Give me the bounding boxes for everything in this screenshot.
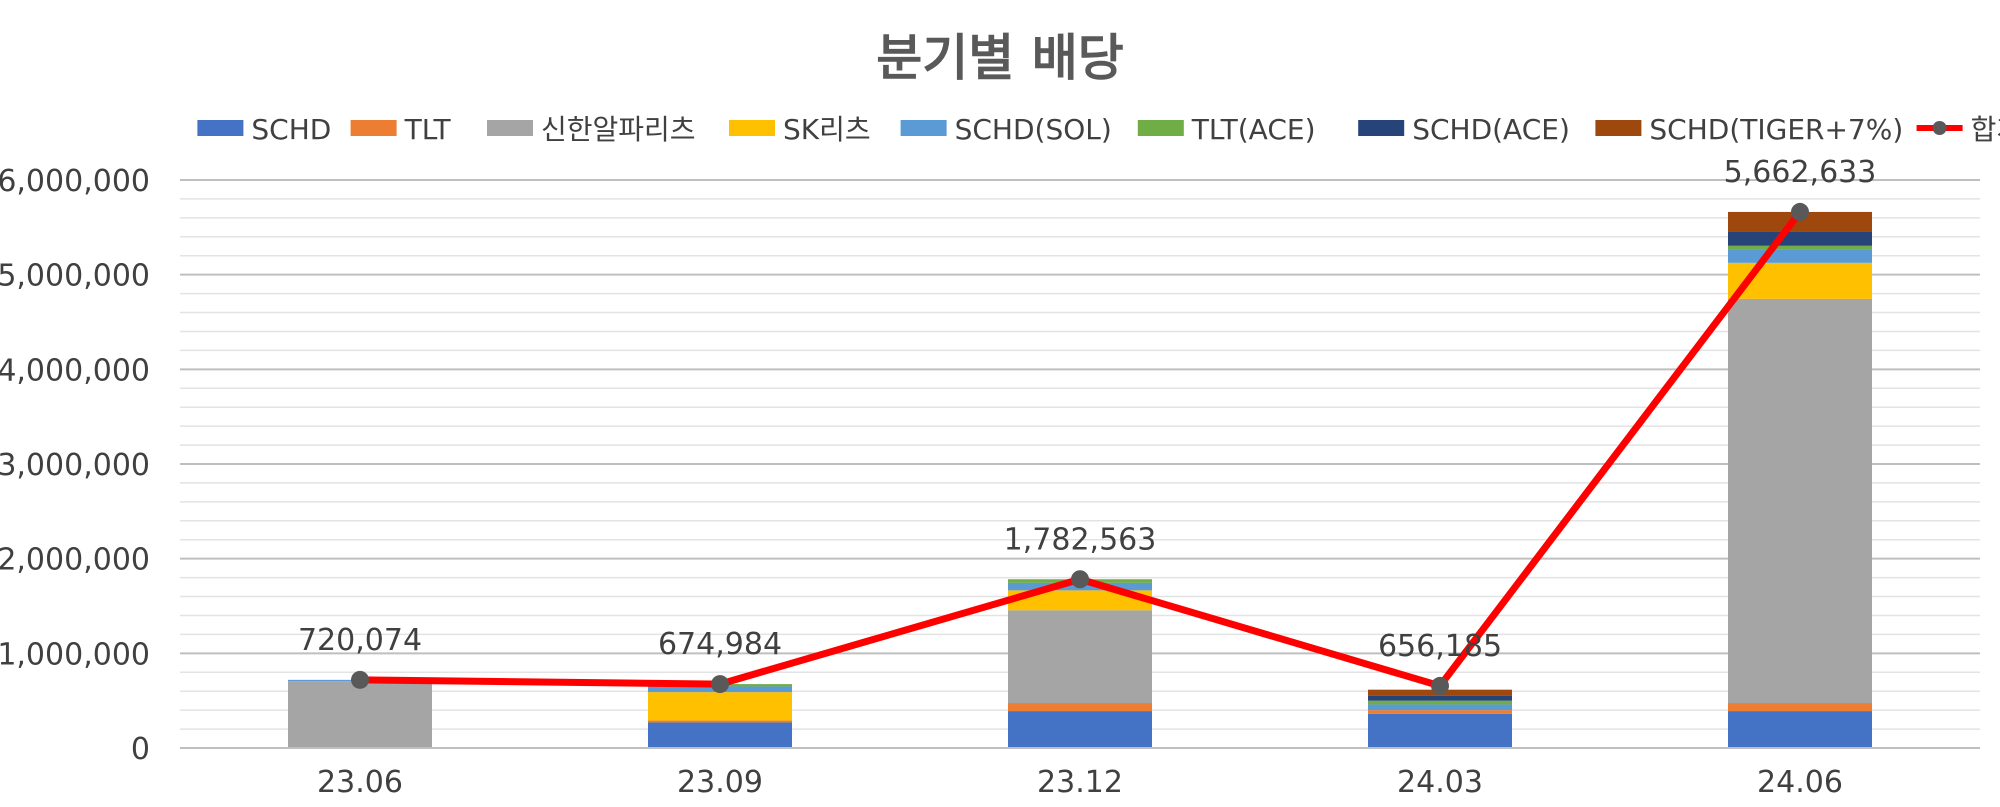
total-data-label: 5,662,633	[1724, 155, 1877, 190]
data-labels: 720,074 674,984 1,782,563 656,185 5,662,633	[298, 155, 1876, 664]
x-tick-label: 23.09	[677, 765, 763, 800]
y-tick-label: 3,000,000	[0, 448, 150, 483]
total-data-label: 656,185	[1378, 629, 1502, 664]
total-point	[1071, 570, 1089, 589]
legend-label: SCHD(ACE)	[1412, 113, 1570, 146]
total-point	[1431, 676, 1449, 695]
bar-segment	[1008, 703, 1152, 712]
bar-segment	[1728, 231, 1872, 246]
y-tick-label: 1,000,000	[0, 637, 150, 672]
legend-swatch	[197, 120, 244, 136]
legend-label: 합계	[1971, 113, 2000, 146]
legend-item: SCHD(ACE)	[1358, 113, 1570, 146]
legend-label: SCHD(TIGER+7%)	[1649, 113, 1903, 146]
bar-segment	[1368, 700, 1512, 705]
bars	[288, 211, 1872, 748]
legend: SCHD TLT 신한알파리츠 SK리츠 SCHD(SOL) TLT(ACE) SCHD(A…	[197, 113, 2000, 146]
y-tick-label: 6,000,000	[0, 164, 150, 199]
bar-segment	[1728, 298, 1872, 704]
total-data-label: 720,074	[298, 623, 422, 658]
bar-segment	[648, 722, 792, 748]
legend-swatch	[1358, 120, 1405, 136]
bar-segment	[1728, 245, 1872, 250]
bar-segment	[1008, 711, 1152, 748]
bar-segment	[1008, 610, 1152, 704]
legend-label: SK리츠	[783, 113, 871, 146]
legend-item: SCHD(SOL)	[900, 113, 1112, 146]
bar-segment	[1728, 249, 1872, 263]
axes: 0 1,000,000 2,000,000 3,000,000 4,000,000 5,0…	[0, 164, 1980, 800]
total-point	[1791, 202, 1809, 221]
legend-item: 합계	[1916, 113, 2000, 146]
total-data-label: 1,782,563	[1004, 522, 1157, 557]
legend-label: TLT(ACE)	[1191, 113, 1316, 146]
total-point	[351, 670, 369, 689]
legend-item: TLT	[350, 113, 452, 146]
total-point	[711, 675, 729, 694]
x-tick-label: 24.06	[1757, 765, 1843, 800]
x-tick-label: 24.03	[1397, 765, 1483, 800]
legend-item: SK리츠	[729, 113, 871, 146]
legend-item: SCHD(TIGER+7%)	[1595, 113, 1903, 146]
total-data-label: 674,984	[658, 627, 782, 662]
chart-title: 분기별 배당	[876, 29, 1124, 87]
legend-item: SCHD	[197, 113, 331, 146]
y-tick-label: 0	[131, 732, 150, 767]
legend-label: SCHD(SOL)	[955, 113, 1112, 146]
bar-segment	[1008, 590, 1152, 611]
legend-swatch	[350, 120, 397, 136]
x-tick-label: 23.06	[317, 765, 403, 800]
legend-swatch	[729, 120, 775, 136]
legend-item: 신한알파리츠	[487, 113, 696, 146]
bar-segment	[1368, 710, 1512, 714]
legend-label: 신한알파리츠	[541, 113, 696, 146]
x-tick-label: 23.12	[1037, 765, 1123, 800]
legend-label: TLT	[404, 113, 452, 146]
bar-segment	[1728, 711, 1872, 748]
y-tick-label: 4,000,000	[0, 353, 150, 388]
bar-segment	[648, 720, 792, 723]
legend-swatch-marker	[1932, 121, 1947, 135]
bar-segment	[288, 681, 432, 748]
legend-swatch	[487, 120, 533, 136]
legend-swatch	[1595, 120, 1642, 136]
y-tick-label: 2,000,000	[0, 543, 150, 578]
bar-segment	[1368, 713, 1512, 748]
legend-swatch	[900, 120, 947, 136]
bar-segment	[648, 692, 792, 721]
bar-segment	[1728, 211, 1872, 232]
bar-segment	[1728, 703, 1872, 712]
bar-segment	[1368, 704, 1512, 711]
y-tick-label: 5,000,000	[0, 259, 150, 294]
legend-item: TLT(ACE)	[1137, 113, 1316, 146]
total-line	[351, 202, 1809, 695]
legend-swatch	[1137, 120, 1184, 136]
legend-label: SCHD	[251, 113, 331, 146]
bar-segment	[1368, 695, 1512, 701]
